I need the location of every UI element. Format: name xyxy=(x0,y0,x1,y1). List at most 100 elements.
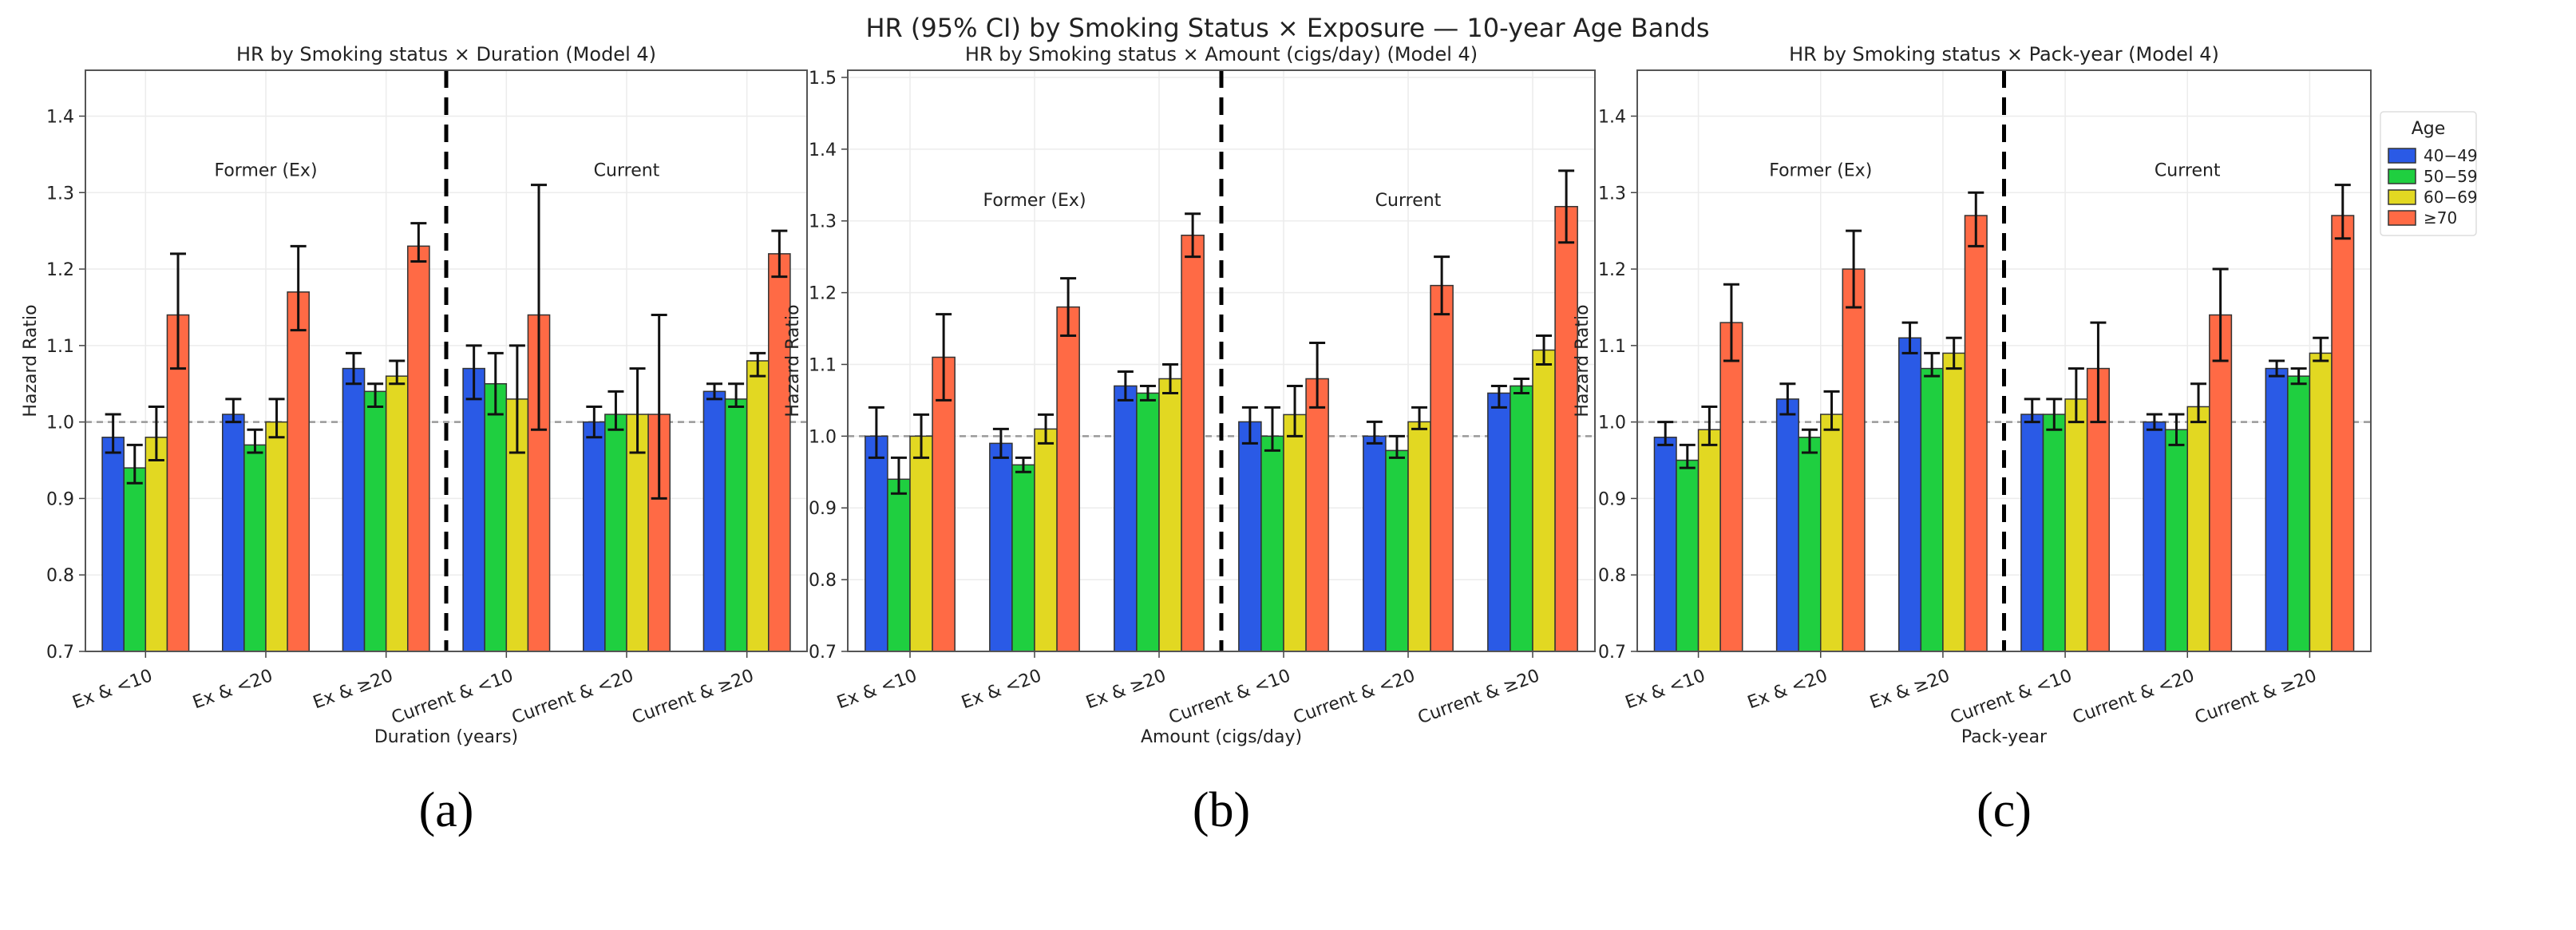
bar xyxy=(2164,429,2188,652)
bar xyxy=(1697,429,1721,652)
bar xyxy=(2331,215,2355,652)
y-tick-label: 1.2 xyxy=(809,284,837,304)
bar xyxy=(2287,375,2311,652)
x-tick-label: Ex & <10 xyxy=(1623,666,1708,713)
bar xyxy=(702,390,726,652)
y-axis-label: Hazard Ratio xyxy=(21,304,41,417)
panel-label: (c) xyxy=(1977,783,2032,837)
y-tick-label: 1.0 xyxy=(46,414,74,433)
y-tick-label: 1.1 xyxy=(809,355,837,375)
x-tick-label: Ex & <20 xyxy=(959,666,1044,713)
bar xyxy=(1430,284,1454,652)
y-tick-label: 1.2 xyxy=(46,260,74,280)
y-tick-label: 1.4 xyxy=(1598,107,1626,127)
bar xyxy=(123,467,147,652)
legend-entry-label: 60−69 xyxy=(2424,188,2478,207)
bar xyxy=(2209,314,2233,652)
bar xyxy=(1181,234,1205,652)
bar xyxy=(1775,398,1799,652)
y-tick-label: 0.8 xyxy=(46,566,74,586)
y-tick-label: 1.0 xyxy=(1598,414,1626,433)
subplot-title: HR by Smoking status × Duration (Model 4… xyxy=(236,43,656,65)
bar xyxy=(462,367,485,652)
bar xyxy=(1554,206,1578,652)
legend-title: Age xyxy=(2412,119,2446,139)
axes-frame xyxy=(85,69,808,652)
bar xyxy=(1283,414,1307,652)
bar xyxy=(1407,421,1431,652)
group-label-current: Current xyxy=(2155,161,2221,181)
group-label-former: Former (Ex) xyxy=(214,161,317,181)
x-tick-label: Current & <10 xyxy=(1166,666,1293,728)
bar xyxy=(932,356,956,652)
bar xyxy=(1238,421,1262,652)
legend-swatch xyxy=(2388,189,2416,205)
bar xyxy=(342,367,366,652)
y-tick-label: 0.9 xyxy=(1598,489,1626,509)
bar xyxy=(1942,352,1966,652)
bar xyxy=(887,478,911,652)
legend-entry-label: 40−49 xyxy=(2424,146,2478,165)
y-tick-label: 1.3 xyxy=(46,184,74,204)
bar xyxy=(1136,392,1160,652)
bar xyxy=(1820,414,1844,652)
y-tick-label: 1.2 xyxy=(1598,260,1626,280)
bar xyxy=(385,375,409,652)
y-tick-label: 1.3 xyxy=(1598,184,1626,204)
x-tick-label: Ex & ≥20 xyxy=(311,666,396,713)
bar xyxy=(2020,414,2044,652)
y-tick-label: 0.8 xyxy=(809,571,837,591)
bar xyxy=(144,437,168,652)
bar xyxy=(1964,215,1988,652)
x-tick-label: Current & <20 xyxy=(1291,666,1418,728)
bar xyxy=(865,435,888,652)
axes-frame xyxy=(1636,69,2372,652)
bar xyxy=(1842,268,1866,652)
panel-label: (a) xyxy=(419,783,474,837)
x-tick-label: Current & <10 xyxy=(1948,666,2075,728)
x-tick-label: Ex & ≥20 xyxy=(1867,666,1953,713)
x-tick-label: Ex & <20 xyxy=(1745,666,1830,713)
bar xyxy=(1920,367,1944,652)
bar xyxy=(2309,352,2333,652)
bar xyxy=(484,382,508,652)
group-label-current: Current xyxy=(594,161,660,181)
y-tick-label: 0.7 xyxy=(809,643,837,663)
bar xyxy=(1532,349,1556,652)
bar xyxy=(243,444,267,652)
legend-swatch xyxy=(2388,210,2416,226)
bar xyxy=(1034,428,1058,652)
panel-label: (b) xyxy=(1193,783,1250,837)
axes-frame xyxy=(847,69,1596,652)
bar xyxy=(222,414,245,652)
legend: Age 40−49 50−59 60−69≥70 xyxy=(2380,111,2478,236)
bar xyxy=(1114,385,1138,652)
y-axis-label: Hazard Ratio xyxy=(1573,304,1593,417)
y-tick-label: 1.1 xyxy=(1598,337,1626,357)
bar xyxy=(1056,306,1080,652)
group-label-former: Former (Ex) xyxy=(983,191,1086,211)
bar xyxy=(746,360,770,652)
bar xyxy=(1305,378,1329,652)
bar xyxy=(768,253,791,652)
bar xyxy=(1158,378,1182,652)
group-label-former: Former (Ex) xyxy=(1769,161,1872,181)
figure-title: HR (95% CI) by Smoking Status × Exposure… xyxy=(865,13,1709,43)
legend-swatch xyxy=(2388,168,2416,184)
y-tick-label: 1.4 xyxy=(809,140,837,160)
bar xyxy=(1898,337,1922,652)
bar xyxy=(604,414,627,652)
subplot-a: 0.7 0.8 0.9 1.0 1.1 1.2 1.3 1.4 Former (Ex) Curre… xyxy=(21,43,808,837)
y-tick-label: 0.8 xyxy=(1598,566,1626,586)
bar xyxy=(287,291,310,652)
bar xyxy=(1011,464,1035,652)
x-tick-label: Ex & ≥20 xyxy=(1083,666,1169,713)
x-tick-label: Current & <20 xyxy=(2070,666,2197,728)
bar xyxy=(1719,322,1743,652)
y-tick-label: 0.9 xyxy=(46,489,74,509)
bar xyxy=(626,414,649,652)
x-axis-label: Pack-year xyxy=(1961,727,2048,747)
subplot-title: HR by Smoking status × Amount (cigs/day)… xyxy=(965,43,1478,65)
x-tick-label: Current & ≥20 xyxy=(630,666,757,728)
bar xyxy=(1510,385,1533,652)
